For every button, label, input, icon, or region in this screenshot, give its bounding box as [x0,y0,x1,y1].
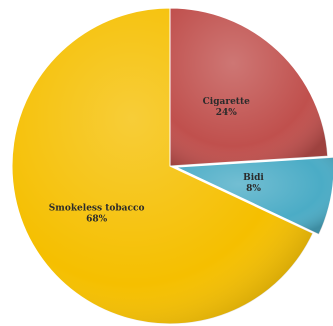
pie-slice-shading-smokeless-tobacco [12,8,313,325]
slice-value-bidi: 8% [246,184,261,194]
slice-value-cigarette: 24% [216,108,238,118]
pie-slice-shading-cigarette [170,8,328,166]
slice-label-smokeless-tobacco: Smokeless tobacco [49,204,145,214]
pie-slice-shading-bidi [175,157,333,235]
slice-label-cigarette: Cigarette [203,97,250,107]
slice-value-smokeless-tobacco: 68% [86,215,108,225]
slice-label-bidi: Bidi [243,173,264,183]
pie-slices [11,7,333,325]
